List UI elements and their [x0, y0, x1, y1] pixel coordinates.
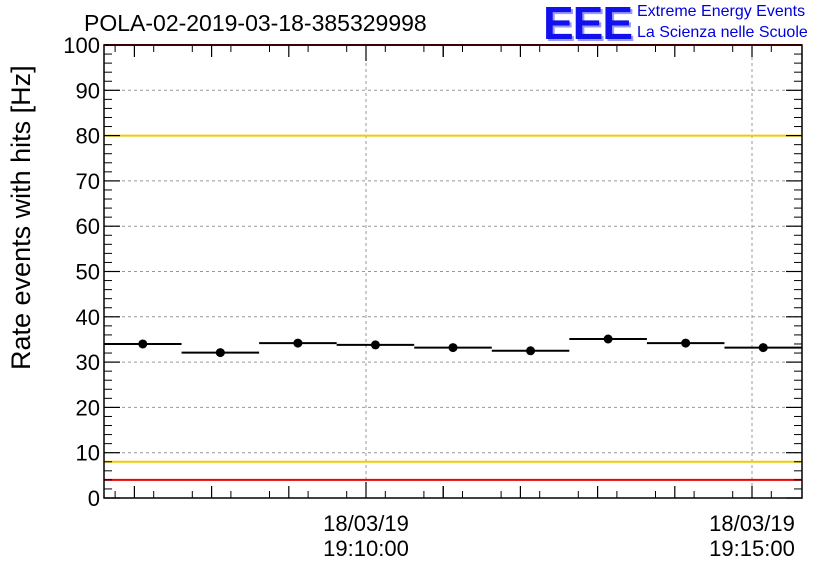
data-point	[681, 338, 691, 348]
y-tick-label: 80	[76, 124, 100, 149]
grid-lines	[104, 45, 802, 498]
threshold-lines	[104, 44, 802, 481]
y-tick-label: 60	[76, 214, 100, 239]
x-tick-time: 19:15:00	[709, 536, 795, 561]
logo-line-1: Extreme Energy Events	[637, 3, 806, 20]
x-tick-date: 18/03/19	[709, 511, 795, 536]
tick-labels: 0 10 20 30 40 50 60 70 80 90 100	[63, 33, 100, 511]
x-tick-time: 19:10:00	[323, 536, 409, 561]
x-tick-label: 18/03/19 19:15:00	[682, 511, 822, 561]
y-tick-label: 50	[76, 260, 100, 285]
y-tick-label: 100	[63, 33, 100, 58]
y-tick-label: 70	[76, 169, 100, 194]
y-tick-label: 90	[76, 78, 100, 103]
data-point	[370, 340, 380, 350]
x-tick-label: 18/03/19 19:10:00	[296, 511, 436, 561]
data-point	[603, 334, 613, 344]
data-point	[215, 348, 225, 358]
data-point	[526, 346, 536, 356]
data-point	[758, 343, 768, 353]
data-point	[293, 338, 303, 348]
eee-logo: EEE	[543, 0, 633, 49]
y-tick-label: 0	[88, 486, 100, 511]
x-tick-date: 18/03/19	[323, 511, 409, 536]
data-point	[138, 339, 148, 349]
chart-title: POLA-02-2019-03-18-385329998	[84, 10, 427, 36]
logo-line-2: La Scienza nelle Scuole	[637, 24, 808, 41]
y-tick-label: 10	[76, 441, 100, 466]
data-point	[448, 343, 458, 353]
y-tick-label: 30	[76, 350, 100, 375]
data-series	[104, 334, 802, 358]
y-axis-label: Rate events with hits [Hz]	[6, 65, 36, 370]
axis-ticks	[104, 44, 802, 499]
y-tick-label: 40	[76, 305, 100, 330]
y-tick-label: 20	[76, 395, 100, 420]
